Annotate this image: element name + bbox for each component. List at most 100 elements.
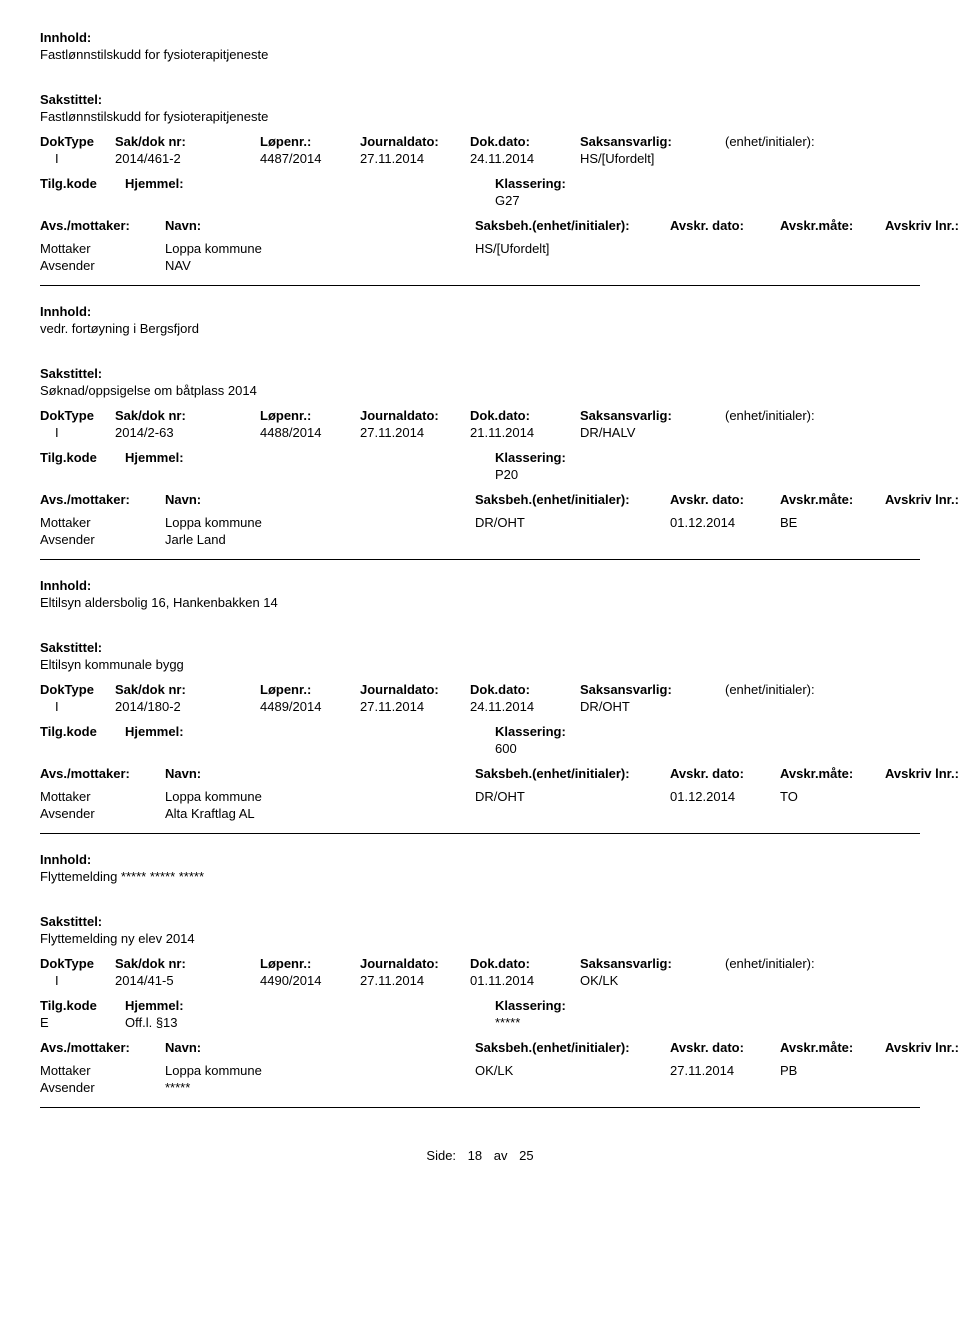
party-name: Loppa kommune	[165, 515, 475, 530]
saksansvarlig-value: DR/HALV	[580, 425, 725, 440]
header-row-3: Avs./mottaker: Navn: Saksbeh.(enhet/init…	[40, 1040, 920, 1055]
hjemmel-label: Hjemmel:	[125, 724, 495, 739]
klassering-value: 600	[495, 741, 695, 756]
journaldato-label: Journaldato:	[360, 682, 470, 697]
hjemmel-value	[125, 741, 495, 756]
party-avskr-mate: BE	[780, 515, 885, 530]
sakdok-label: Sak/dok nr:	[115, 682, 260, 697]
navn-label: Navn:	[165, 218, 475, 233]
avsmottaker-label: Avs./mottaker:	[40, 218, 165, 233]
party-saksbeh	[475, 258, 670, 273]
tilgkode-value	[40, 741, 125, 756]
party-avskr-dato	[670, 258, 780, 273]
value-row-1: I 2014/2-63 4488/2014 27.11.2014 21.11.2…	[40, 425, 920, 440]
innhold-label: Innhold:	[40, 852, 920, 867]
lopenr-value: 4487/2014	[260, 151, 360, 166]
doktype-label: DokType	[40, 682, 115, 697]
sakstittel-value: Søknad/oppsigelse om båtplass 2014	[40, 383, 920, 398]
parties-block: Mottaker Loppa kommune DR/OHT 01.12.2014…	[40, 515, 920, 547]
innhold-label: Innhold:	[40, 30, 920, 45]
party-name: Jarle Land	[165, 532, 475, 547]
party-name: Loppa kommune	[165, 241, 475, 256]
avskrmate-label: Avskr.måte:	[780, 766, 885, 781]
sakstittel-label: Sakstittel:	[40, 92, 920, 107]
party-row: Avsender Alta Kraftlag AL	[40, 806, 920, 821]
hjemmel-label: Hjemmel:	[125, 998, 495, 1013]
party-role: Avsender	[40, 532, 165, 547]
footer-page-total: 25	[519, 1148, 533, 1163]
sakdok-label: Sak/dok nr:	[115, 408, 260, 423]
header-row-1: DokType Sak/dok nr: Løpenr.: Journaldato…	[40, 682, 920, 697]
party-avskr-mate	[780, 258, 885, 273]
header-row-2: Tilg.kode Hjemmel: Klassering:	[40, 724, 920, 739]
journaldato-value: 27.11.2014	[360, 151, 470, 166]
party-saksbeh	[475, 1080, 670, 1095]
klassering-value: P20	[495, 467, 695, 482]
innhold-value: vedr. fortøyning i Bergsfjord	[40, 321, 920, 336]
footer-page-current: 18	[468, 1148, 482, 1163]
avskrmate-label: Avskr.måte:	[780, 218, 885, 233]
party-row: Avsender NAV	[40, 258, 920, 273]
doktype-label: DokType	[40, 408, 115, 423]
party-role: Avsender	[40, 806, 165, 821]
parties-block: Mottaker Loppa kommune DR/OHT 01.12.2014…	[40, 789, 920, 821]
sakdok-value: 2014/461-2	[115, 151, 260, 166]
tilgkode-value	[40, 467, 125, 482]
value-row-1: I 2014/41-5 4490/2014 27.11.2014 01.11.2…	[40, 973, 920, 988]
party-avskr-dato	[670, 532, 780, 547]
party-avskr-dato: 27.11.2014	[670, 1063, 780, 1078]
lopenr-label: Løpenr.:	[260, 134, 360, 149]
party-avskr-dato: 01.12.2014	[670, 789, 780, 804]
avskrmate-label: Avskr.måte:	[780, 1040, 885, 1055]
innhold-value: Fastlønnstilskudd for fysioterapitjenest…	[40, 47, 920, 62]
journal-record: Innhold: Fastlønnstilskudd for fysiotera…	[40, 30, 920, 286]
avsmottaker-label: Avs./mottaker:	[40, 1040, 165, 1055]
journaldato-value: 27.11.2014	[360, 973, 470, 988]
klassering-label: Klassering:	[495, 998, 695, 1013]
value-row-2: P20	[40, 467, 920, 482]
innhold-label: Innhold:	[40, 578, 920, 593]
party-name: NAV	[165, 258, 475, 273]
party-avskr-mate	[780, 806, 885, 821]
dokdato-value: 21.11.2014	[470, 425, 580, 440]
enhet-label: (enhet/initialer):	[725, 408, 875, 423]
hjemmel-value: Off.l. §13	[125, 1015, 495, 1030]
doktype-label: DokType	[40, 956, 115, 971]
saksansvarlig-label: Saksansvarlig:	[580, 682, 725, 697]
saksansvarlig-label: Saksansvarlig:	[580, 408, 725, 423]
journal-record: Innhold: vedr. fortøyning i Bergsfjord S…	[40, 304, 920, 560]
journaldato-label: Journaldato:	[360, 408, 470, 423]
navn-label: Navn:	[165, 1040, 475, 1055]
lopenr-value: 4489/2014	[260, 699, 360, 714]
sakdok-value: 2014/2-63	[115, 425, 260, 440]
party-avskr-mate	[780, 241, 885, 256]
dokdato-label: Dok.dato:	[470, 408, 580, 423]
sakdok-label: Sak/dok nr:	[115, 134, 260, 149]
avskrdato-label: Avskr. dato:	[670, 1040, 780, 1055]
avskrmate-label: Avskr.måte:	[780, 492, 885, 507]
sakdok-label: Sak/dok nr:	[115, 956, 260, 971]
party-saksbeh: DR/OHT	[475, 789, 670, 804]
sakdok-value: 2014/180-2	[115, 699, 260, 714]
header-row-1: DokType Sak/dok nr: Løpenr.: Journaldato…	[40, 134, 920, 149]
party-saksbeh	[475, 532, 670, 547]
party-row: Mottaker Loppa kommune HS/[Ufordelt]	[40, 241, 920, 256]
journal-record: Innhold: Eltilsyn aldersbolig 16, Hanken…	[40, 578, 920, 834]
avsmottaker-label: Avs./mottaker:	[40, 766, 165, 781]
klassering-value: G27	[495, 193, 695, 208]
hjemmel-label: Hjemmel:	[125, 450, 495, 465]
parties-block: Mottaker Loppa kommune OK/LK 27.11.2014 …	[40, 1063, 920, 1095]
party-avskr-dato: 01.12.2014	[670, 515, 780, 530]
klassering-label: Klassering:	[495, 724, 695, 739]
footer-side-label: Side:	[426, 1148, 456, 1163]
saksbeh-label: Saksbeh.(enhet/initialer):	[475, 766, 670, 781]
sakstittel-value: Eltilsyn kommunale bygg	[40, 657, 920, 672]
party-role: Mottaker	[40, 515, 165, 530]
value-row-1: I 2014/461-2 4487/2014 27.11.2014 24.11.…	[40, 151, 920, 166]
header-row-1: DokType Sak/dok nr: Løpenr.: Journaldato…	[40, 408, 920, 423]
parties-block: Mottaker Loppa kommune HS/[Ufordelt] Avs…	[40, 241, 920, 273]
header-row-1: DokType Sak/dok nr: Løpenr.: Journaldato…	[40, 956, 920, 971]
klassering-label: Klassering:	[495, 176, 695, 191]
doktype-value: I	[40, 151, 115, 166]
party-role: Mottaker	[40, 241, 165, 256]
